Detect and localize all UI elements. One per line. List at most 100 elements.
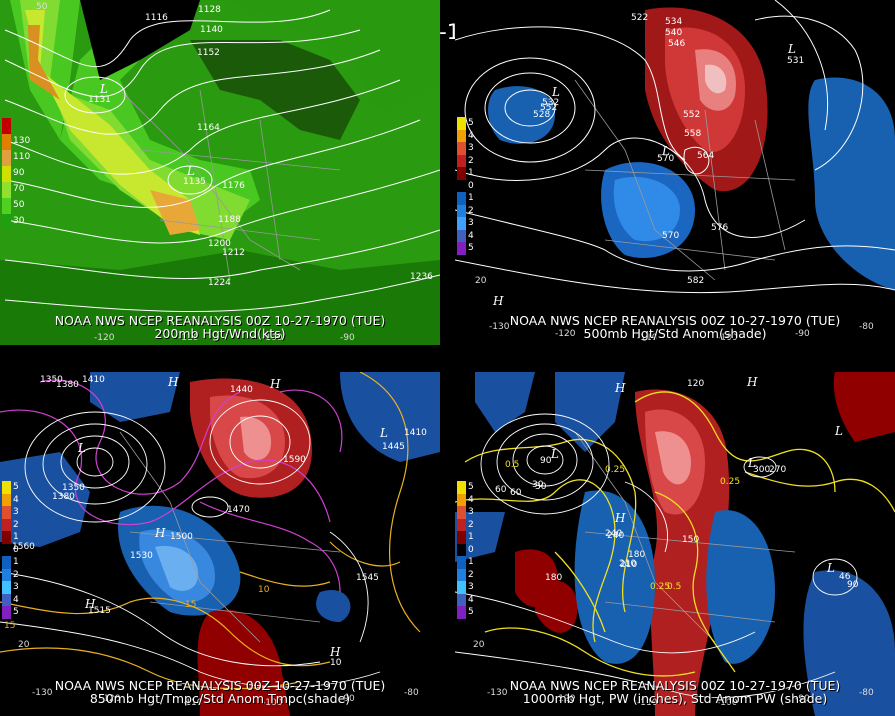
lon-label: -100 bbox=[717, 698, 738, 708]
legend-label: 2 bbox=[468, 569, 474, 580]
contour-label: 1224 bbox=[208, 278, 231, 288]
legend-label: 3 bbox=[13, 507, 19, 517]
lon-label: -100 bbox=[262, 698, 283, 708]
legend-swatch bbox=[2, 606, 11, 619]
legend-label: 4 bbox=[13, 494, 19, 505]
lat-label: 20 bbox=[475, 276, 487, 286]
legend-swatch bbox=[457, 556, 466, 569]
legend-swatch bbox=[457, 242, 466, 255]
panel-1000mb: 90 60 30 120 150 180 210 240 270 300 0.2… bbox=[455, 372, 895, 716]
contour-label: 0.25 bbox=[650, 582, 670, 592]
low-pressure-label: L bbox=[661, 144, 670, 158]
lat-label: 20 bbox=[18, 640, 30, 650]
legend-label: 70 bbox=[13, 184, 25, 194]
lon-label: -120 bbox=[100, 694, 121, 704]
lon-label: -110 bbox=[637, 698, 658, 708]
contour-label: 564 bbox=[697, 151, 714, 161]
lon-label: -130 bbox=[487, 688, 508, 698]
lon-label: -90 bbox=[795, 694, 810, 704]
contour-label: 240 bbox=[605, 529, 622, 539]
contour-label: 90 bbox=[540, 456, 552, 466]
legend-label: 4 bbox=[13, 594, 19, 605]
contour-label: 1212 bbox=[222, 248, 245, 258]
contour-label: 558 bbox=[684, 129, 701, 139]
legend-label: 3 bbox=[468, 507, 474, 517]
contour-label: 1590 bbox=[283, 455, 306, 465]
legend-label: 2 bbox=[468, 519, 474, 530]
contour-label: 532 bbox=[542, 98, 559, 108]
legend-swatch bbox=[2, 593, 11, 606]
contour-label: 10 bbox=[258, 585, 270, 595]
legend-label: 1 bbox=[13, 557, 19, 567]
lon-label: -110 bbox=[182, 698, 203, 708]
contour-label: 1380 bbox=[52, 492, 75, 502]
legend-label: 0 bbox=[468, 180, 474, 191]
legend-label: 4 bbox=[468, 594, 474, 605]
contour-label: 1116 bbox=[145, 13, 168, 23]
legend-label: 2 bbox=[468, 205, 474, 216]
legend-swatch bbox=[457, 593, 466, 606]
contour-label: 0.5 bbox=[505, 460, 519, 470]
contour-label: 1152 bbox=[197, 48, 220, 58]
contour-label: 1470 bbox=[227, 505, 250, 515]
contour-label: 30 bbox=[535, 482, 547, 492]
legend-swatch bbox=[457, 117, 466, 130]
legend-swatch bbox=[457, 531, 466, 544]
low-pressure-label: L bbox=[834, 424, 843, 438]
legend-label: 1 bbox=[468, 193, 474, 203]
contour-label: 1440 bbox=[230, 385, 253, 395]
legend-label: 1 bbox=[13, 532, 19, 542]
contour-label: 180 bbox=[628, 550, 645, 560]
high-pressure-label: H bbox=[154, 526, 166, 540]
contour-label: 210 bbox=[619, 559, 636, 569]
contour-label: 300 bbox=[753, 465, 770, 475]
panel-title: NOAA NWS NCEP REANALYSIS 00Z 10-27-1970 … bbox=[455, 314, 895, 340]
legend-label: 1 bbox=[468, 532, 474, 542]
contour-label: 1200 bbox=[208, 239, 231, 249]
legend-label: 5 bbox=[468, 243, 474, 253]
legend-swatch bbox=[2, 493, 11, 506]
lon-label: -90 bbox=[340, 694, 355, 704]
contour-label: 1410 bbox=[404, 428, 427, 438]
lat-label: 20 bbox=[473, 640, 485, 650]
contour-label: 1128 bbox=[198, 5, 221, 15]
low-pressure-label: L bbox=[826, 561, 835, 575]
lon-label: -100 bbox=[717, 333, 738, 343]
panel-title-line1: NOAA NWS NCEP REANALYSIS 00Z 10-27-1970 … bbox=[54, 678, 386, 693]
legend-swatch bbox=[2, 150, 11, 166]
map-500mb: 522 528 534 540 546 552 558 564 570 576 … bbox=[455, 0, 895, 345]
low-pressure-label: L bbox=[379, 426, 388, 440]
contour-label: 1410 bbox=[82, 375, 105, 385]
contour-label: 1500 bbox=[170, 532, 193, 542]
contour-label: 552 bbox=[540, 103, 557, 113]
legend-label: 4 bbox=[468, 494, 474, 505]
legend-swatch bbox=[457, 493, 466, 506]
lon-label: -80 bbox=[859, 322, 874, 332]
map-200mb: 1116 1128 1140 1152 1164 1176 1188 1200 … bbox=[0, 0, 440, 345]
legend-label: 110 bbox=[13, 152, 31, 162]
contour-label: 180 bbox=[545, 573, 562, 583]
legend-label: 2 bbox=[468, 155, 474, 166]
legend-swatch bbox=[2, 166, 11, 182]
panel-title-line1: NOAA NWS NCEP REANALYSIS 00Z 10-27-1970 … bbox=[54, 313, 386, 328]
contour-label: 531 bbox=[787, 56, 804, 66]
legend-label: 50 bbox=[13, 200, 25, 210]
contour-label: 582 bbox=[687, 276, 704, 286]
legend-label: 1 bbox=[468, 557, 474, 567]
high-pressure-label: H bbox=[167, 375, 179, 389]
legend-swatch bbox=[457, 192, 466, 205]
panel-title-line2: 500mb Hgt/Std Anom(shade) bbox=[583, 326, 767, 341]
contour-label: 1560 bbox=[12, 542, 35, 552]
contour-label: 1350 bbox=[62, 483, 85, 493]
contour-label: 60 bbox=[495, 485, 507, 495]
legend-label: 0 bbox=[13, 544, 19, 555]
contour-label: 0.25 bbox=[720, 477, 740, 487]
legend-label: 2 bbox=[13, 569, 19, 580]
color-legend: 5 4 3 2 1 0 1 2 3 4 5 bbox=[2, 481, 36, 619]
legend-swatch bbox=[457, 481, 466, 494]
panel-title: NOAA NWS NCEP REANALYSIS 00Z 10-27-1970 … bbox=[0, 679, 440, 705]
legend-label: 3 bbox=[468, 582, 474, 592]
color-legend: 5 4 3 2 1 0 1 2 3 4 5 bbox=[457, 481, 491, 619]
legend-swatch bbox=[457, 518, 466, 531]
high-pressure-label: H bbox=[84, 597, 96, 611]
